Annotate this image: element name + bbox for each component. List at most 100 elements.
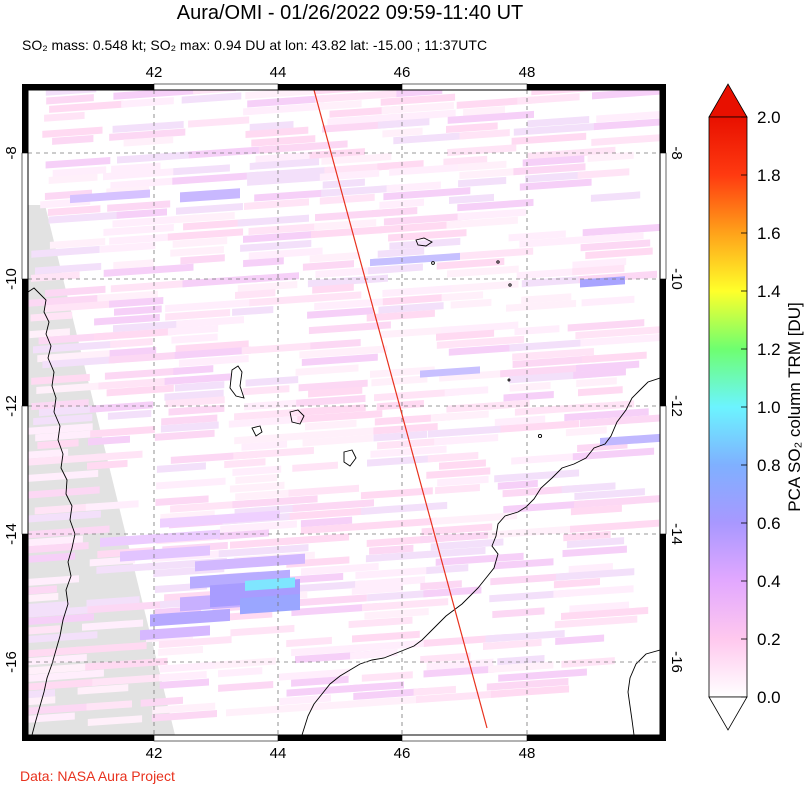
so2-pixel — [28, 646, 80, 658]
lon-tick-bottom: 42 — [146, 745, 163, 760]
so2-pixel — [457, 160, 507, 172]
so2-pixel — [447, 265, 519, 278]
so2-pixel — [296, 394, 366, 407]
colorbar-tick-label: 0.0 — [757, 688, 781, 707]
so2-pixel — [29, 328, 70, 339]
so2-pixel — [309, 148, 365, 160]
so2-pixel — [565, 426, 607, 437]
so2-pixel — [573, 368, 626, 379]
so2-pixel — [243, 257, 284, 268]
so2-pixel — [370, 445, 447, 458]
so2-pixel — [48, 173, 98, 184]
so2-pixel — [110, 338, 153, 348]
so2-pixel — [490, 685, 570, 698]
so2-pixel — [255, 151, 313, 163]
so2-pixel — [586, 71, 674, 84]
so2-pixel — [436, 335, 525, 349]
lat-tick-right: -14 — [668, 523, 685, 545]
so2-pixel — [28, 669, 104, 683]
so2-pixel — [436, 329, 495, 341]
so2-pixel — [52, 166, 107, 178]
so2-pixel — [103, 263, 194, 277]
so2-pixel — [44, 300, 113, 313]
so2-pixel — [503, 500, 590, 514]
so2-pixel — [28, 575, 79, 587]
so2-pixel — [114, 305, 162, 316]
so2-pixel — [87, 601, 162, 614]
orbit-track — [313, 90, 488, 729]
so2-pixel — [561, 482, 616, 494]
so2-pixel — [457, 208, 527, 221]
so2-pixel — [295, 364, 359, 376]
so2-pixel — [237, 281, 298, 293]
so2-pixel — [383, 212, 473, 226]
so2-pixel — [570, 504, 622, 516]
so2-pixel — [28, 696, 56, 707]
so2-pixel — [37, 349, 119, 363]
so2-pixel — [31, 373, 90, 385]
so2-pixel — [311, 226, 383, 239]
so2-pixel — [300, 522, 367, 535]
so2-pixel — [152, 702, 216, 715]
so2-pixel — [167, 228, 244, 241]
so2-pixel — [377, 109, 456, 123]
so2-pixel — [444, 386, 489, 397]
so2-pixel — [593, 53, 676, 66]
so2-pixel — [85, 500, 139, 511]
so2-pixel — [301, 353, 378, 366]
so2-pixel — [432, 512, 518, 525]
so2-pixel — [159, 678, 209, 689]
so2-pixel — [303, 427, 380, 440]
so2-pixel — [183, 218, 248, 231]
so2-pixel — [446, 122, 498, 134]
so2-pixel-enhanced — [240, 594, 300, 615]
so2-pixel — [279, 694, 331, 706]
so2-pixel — [171, 333, 218, 344]
so2-pixel — [77, 684, 129, 695]
so2-pixel — [567, 319, 645, 332]
so2-pixel — [87, 459, 128, 470]
so2-pixel — [113, 319, 198, 333]
so2-pixel — [355, 576, 426, 589]
so2-pixel — [28, 663, 87, 676]
colorbar-title: PCA SO₂ column TRM [DU] — [785, 302, 804, 511]
so2-pixel — [28, 631, 98, 644]
so2-pixel — [245, 375, 299, 387]
so2-pixel — [224, 458, 266, 469]
so2-pixel — [413, 685, 456, 696]
so2-pixel — [181, 92, 242, 104]
so2-pixel — [450, 73, 513, 84]
so2-pixel — [45, 90, 97, 96]
so2-pixel — [374, 388, 459, 402]
so2-pixel — [389, 237, 461, 250]
so2-pixel — [214, 657, 276, 669]
so2-pixel — [159, 660, 231, 673]
so2-pixel — [156, 477, 226, 490]
lon-tick-bottom: 46 — [394, 745, 411, 760]
so2-pixel — [371, 375, 428, 387]
so2-pixel — [28, 486, 100, 500]
so2-pixel — [96, 562, 152, 574]
so2-pixel — [319, 193, 375, 205]
so2-pixel — [76, 641, 147, 654]
so2-pixel — [511, 451, 594, 465]
lat-tick-right: -8 — [668, 146, 685, 159]
so2-pixel — [31, 245, 100, 258]
so2-pixel — [596, 110, 660, 123]
so2-pixel — [168, 404, 225, 416]
so2-pixel — [531, 90, 621, 96]
so2-pixel — [423, 586, 482, 598]
so2-pixel — [165, 396, 225, 408]
map-title: Aura/OMI - 01/26/2022 09:59-11:40 UT — [176, 2, 524, 24]
colorbar-tick-label: 0.4 — [757, 572, 781, 591]
lat-tick-left: -14 — [3, 523, 20, 545]
so2-pixel — [246, 166, 330, 180]
so2-pixel — [350, 649, 398, 660]
so2-pixel — [44, 111, 85, 122]
so2-pixel — [389, 162, 478, 176]
so2-pixel-enhanced — [420, 366, 480, 378]
so2-pixel — [503, 390, 554, 402]
so2-pixel — [582, 223, 660, 237]
so2-pixel — [156, 462, 206, 473]
so2-pixel — [218, 680, 274, 692]
